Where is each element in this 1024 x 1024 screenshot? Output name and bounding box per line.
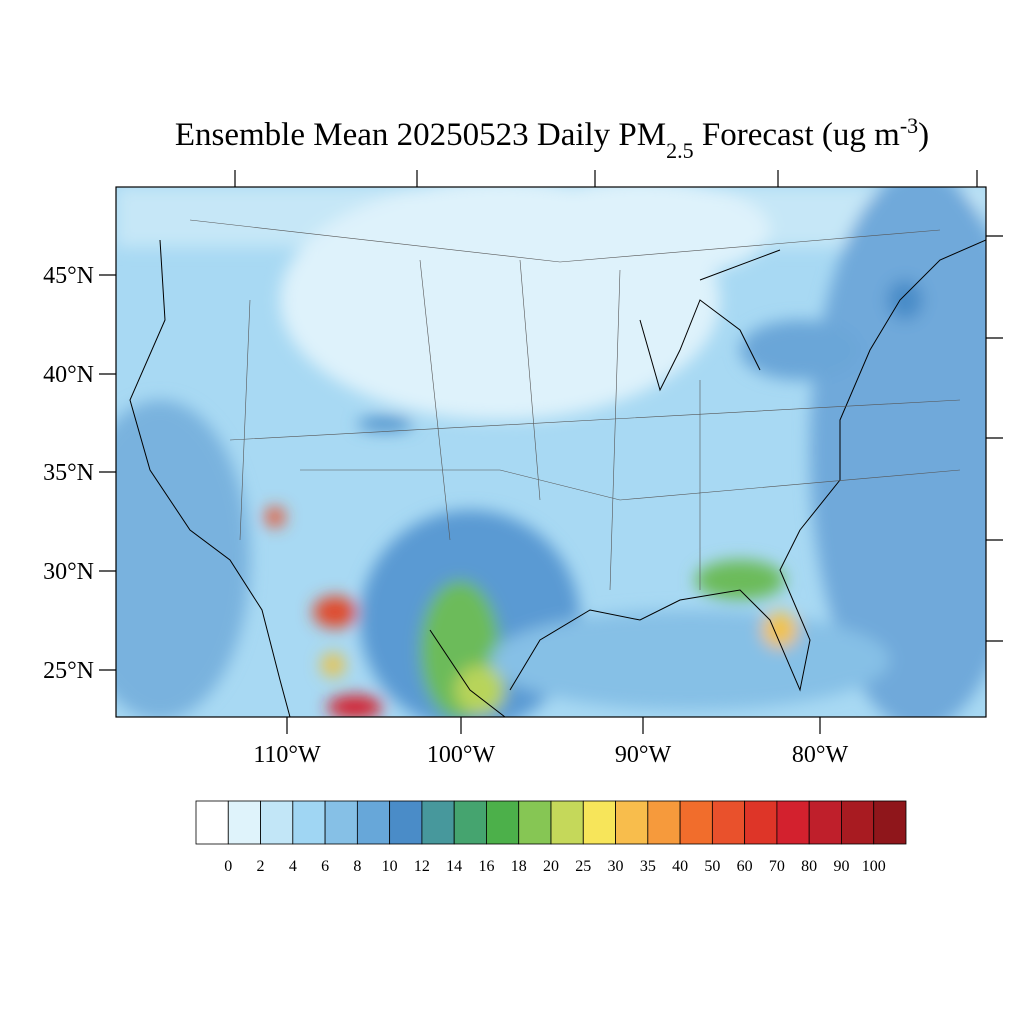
colorbar-box [550, 800, 584, 845]
colorbar-label: 80 [801, 858, 817, 875]
title-part: ) [918, 117, 929, 153]
lon-label: 100°W [427, 742, 496, 768]
colorbar-label: 50 [704, 858, 720, 875]
colorbar-box [711, 800, 746, 845]
lat-label: 40°N [43, 362, 94, 388]
colorbar-box [808, 800, 842, 845]
colorbar-label: 20 [543, 858, 559, 875]
colorbar-label: 2 [257, 858, 265, 875]
colorbar-label: 30 [608, 858, 624, 875]
colorbar: 0 2 4 6 8 10 12 14 16 18 20 25 30 35 40 50 60 70 80 90 100 [195, 800, 907, 875]
colorbar-box [615, 800, 649, 845]
colorbar-label: 6 [321, 858, 329, 875]
colorbar-box [195, 800, 229, 845]
colorbar-box [744, 800, 778, 845]
colorbar-box [518, 800, 552, 845]
colorbar-label: 100 [862, 858, 886, 875]
colorbar-label: 14 [446, 858, 462, 875]
colorbar-label: 4 [289, 858, 297, 875]
lat-label: 45°N [43, 263, 94, 289]
colorbar-box [776, 800, 810, 845]
colorbar-label: 90 [833, 858, 849, 875]
colorbar-label: 18 [511, 858, 527, 875]
colorbar-label: 60 [737, 858, 753, 875]
colorbar-label: 40 [672, 858, 688, 875]
colorbar-box [647, 800, 681, 845]
lat-label: 25°N [43, 658, 94, 684]
colorbar-box [227, 800, 261, 845]
colorbar-box [421, 800, 455, 845]
colorbar-label: 35 [640, 858, 656, 875]
map-frame [115, 186, 987, 718]
colorbar-box [356, 800, 391, 845]
colorbar-label: 10 [382, 858, 398, 875]
lon-label: 110°W [253, 742, 321, 768]
map-field [116, 187, 986, 717]
colorbar-label: 12 [414, 858, 430, 875]
colorbar-label: 8 [353, 858, 361, 875]
colorbar-label: 70 [769, 858, 785, 875]
colorbar-label: 0 [224, 858, 232, 875]
colorbar-box [260, 800, 294, 845]
colorbar-box [582, 800, 616, 845]
title-part: -3 [900, 113, 918, 138]
lat-label: 35°N [43, 460, 94, 486]
colorbar-label: 25 [575, 858, 591, 875]
colorbar-box [486, 800, 520, 845]
colorbar-box [841, 800, 875, 845]
colorbar-box [679, 800, 713, 845]
colorbar-box [873, 800, 907, 845]
title: Ensemble Mean 20250523 Daily PM2.5 Forec… [175, 113, 929, 163]
title-part: Forecast (ug m [694, 117, 901, 153]
lat-label: 30°N [43, 559, 94, 585]
colorbar-label: 16 [478, 858, 494, 875]
colorbar-box [324, 800, 358, 845]
colorbar-box [292, 800, 326, 845]
colorbar-box [389, 800, 423, 845]
title-part: Ensemble Mean 20250523 Daily PM [175, 117, 666, 153]
lon-label: 90°W [615, 742, 672, 768]
lon-label: 80°W [792, 742, 849, 768]
title-part: 2.5 [666, 138, 694, 163]
frame-ticks [99, 170, 1003, 734]
colorbar-box [453, 800, 487, 845]
